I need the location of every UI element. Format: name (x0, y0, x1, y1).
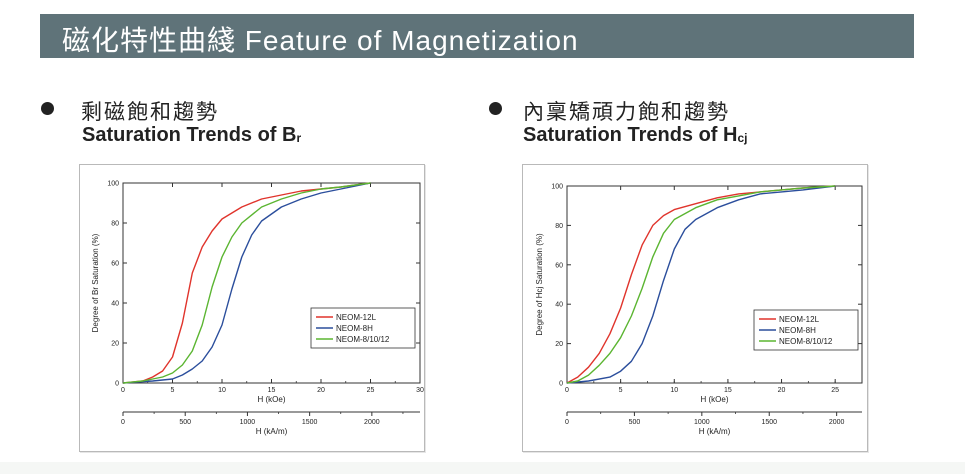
plot-frame (566, 185, 863, 384)
y-tick-label: 60 (111, 261, 119, 268)
plot-frame (122, 182, 421, 384)
legend-label: NEOM-12L (336, 313, 377, 322)
left-heading-subscript: r (296, 131, 302, 145)
right-heading-zh: 內稟矯頑力飽和趨勢 (523, 100, 730, 124)
x2-axis-label: H (kA/m) (256, 427, 288, 436)
br-saturation-chart: 0 20 40 60 80 100 0 5 10 15 20 25 30 H (kOe) Degree of… (79, 164, 425, 452)
x2-tick-label: 0 (565, 419, 569, 426)
x2-tick-label: 0 (121, 419, 125, 426)
x-tick-label: 15 (268, 387, 276, 394)
x2-tick-label: 1500 (302, 419, 318, 426)
bullet-icon (41, 102, 54, 115)
footer-band (0, 462, 965, 474)
y-tick-label: 20 (555, 341, 563, 348)
y-axis-label: Degree of Br Saturation (%) (91, 233, 100, 332)
right-heading-en: Saturation Trends of Hcj (523, 124, 748, 146)
y-tick-label: 60 (555, 262, 563, 269)
x2-tick-label: 2000 (364, 419, 380, 426)
x-tick-label: 20 (778, 387, 786, 394)
x-tick-label: 5 (619, 387, 623, 394)
legend-label: NEOM-8/10/12 (336, 335, 390, 344)
page-title: 磁化特性曲綫 Feature of Magnetization (62, 25, 579, 56)
x-axis-label: H (kOe) (701, 395, 729, 404)
x2-tick-label: 500 (629, 419, 641, 426)
x2-axis-label: H (kA/m) (699, 427, 731, 436)
x-tick-label: 0 (565, 387, 569, 394)
x-tick-label: 10 (670, 387, 678, 394)
x-axis-label: H (kOe) (258, 395, 286, 404)
legend-label: NEOM-12L (779, 315, 820, 324)
y-tick-label: 80 (111, 221, 119, 228)
x2-tick-label: 1000 (694, 419, 710, 426)
y-tick-label: 80 (555, 223, 563, 230)
series-line-NEOM-8/10/12 (122, 182, 371, 384)
x2-tick-label: 2000 (829, 419, 845, 426)
series-line-NEOM-8H (122, 182, 371, 384)
x-tick-label: 0 (121, 387, 125, 394)
x-tick-label: 10 (218, 387, 226, 394)
x-tick-label: 5 (171, 387, 175, 394)
y-tick-label: 40 (555, 302, 563, 309)
y-tick-label: 20 (111, 341, 119, 348)
y-tick-label: 0 (559, 381, 563, 388)
x-tick-label: 25 (831, 387, 839, 394)
x-tick-label: 25 (367, 387, 375, 394)
left-heading-zh: 剩磁飽和趨勢 (81, 100, 219, 124)
y-tick-label: 100 (107, 181, 119, 188)
hcj-saturation-chart: 0 20 40 60 80 100 0 5 10 15 20 25 H (kOe) Degree of H… (522, 164, 868, 452)
series-line-NEOM-8H (566, 185, 836, 384)
x2-tick-label: 500 (179, 419, 191, 426)
bullet-icon (489, 102, 502, 115)
x-tick-label: 15 (724, 387, 732, 394)
y-tick-label: 100 (551, 184, 563, 191)
x2-tick-label: 1500 (761, 419, 777, 426)
x2-tick-label: 1000 (240, 419, 256, 426)
legend-label: NEOM-8H (336, 324, 373, 333)
y-tick-label: 0 (115, 381, 119, 388)
right-heading-subscript: cj (737, 131, 748, 145)
legend-label: NEOM-8H (779, 326, 816, 335)
x-tick-label: 20 (317, 387, 325, 394)
x-tick-label: 30 (416, 387, 424, 394)
series-line-NEOM-8/10/12 (566, 185, 836, 384)
y-axis-label: Degree of Hcj Saturation (%) (535, 233, 544, 336)
legend-label: NEOM-8/10/12 (779, 337, 833, 346)
y-tick-label: 40 (111, 301, 119, 308)
left-heading-en: Saturation Trends of Br (82, 124, 302, 146)
header-bar: 磁化特性曲綫 Feature of Magnetization (40, 14, 914, 58)
series-line-NEOM-12L (122, 182, 371, 384)
